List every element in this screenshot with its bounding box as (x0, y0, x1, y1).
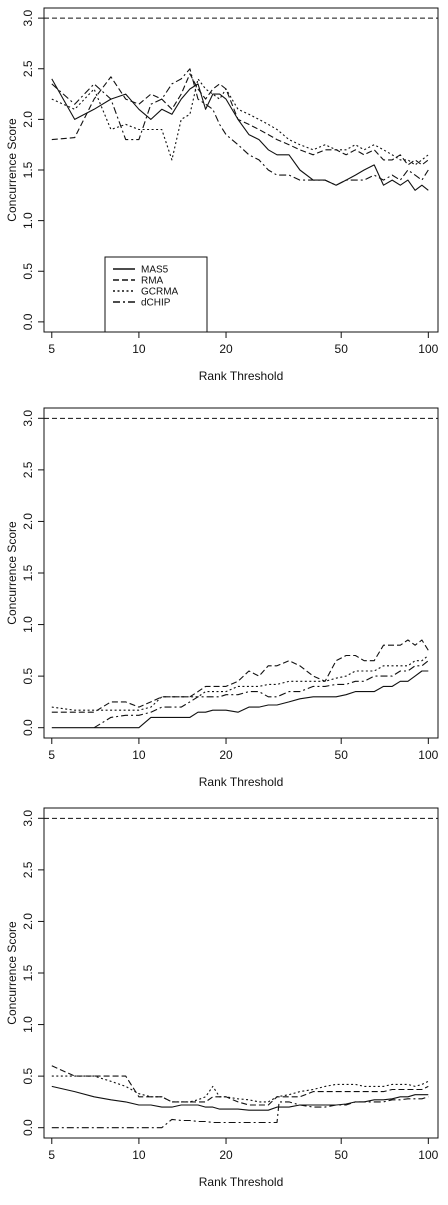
plot-frame (43, 807, 439, 1139)
y-tick-label: 2.0 (21, 513, 35, 530)
y-tick-label: 2.0 (21, 913, 35, 930)
y-tick-label: 1.0 (21, 212, 35, 229)
chart-panel-3: 0.0 0.5 1.0 1.5 2.0 2.5 3.0 5 10 20 50 100 Rank Thre… (5, 807, 439, 1189)
y-tick-label: 1.5 (21, 161, 35, 178)
series-line-dchip (51, 68, 429, 186)
x-tick-label: 100 (418, 1148, 438, 1162)
legend-label-dchip: dCHIP (141, 298, 171, 309)
y-tick-label: 1.5 (21, 564, 35, 581)
legend-label-rma: RMA (141, 276, 164, 287)
y-tick-label: 0.5 (21, 263, 35, 280)
x-tick-label: 10 (132, 748, 146, 762)
x-tick-label: 5 (48, 1148, 55, 1162)
x-tick-label: 50 (335, 1148, 349, 1162)
series-line-rma (51, 1065, 429, 1106)
y-axis-label: Concurrence Score (5, 118, 19, 222)
chart-panel-1: 0.0 0.5 1.0 1.5 2.0 2.5 3.0 5 10 20 50 100 Rank Thre… (5, 7, 439, 383)
x-axis-label: Rank Threshold (199, 1175, 284, 1189)
x-tick-label: 10 (132, 342, 146, 356)
y-tick-label: 3.0 (21, 9, 35, 26)
series-line-mas5 (51, 78, 429, 191)
x-tick-label: 5 (48, 748, 55, 762)
y-tick-label: 2.0 (21, 111, 35, 128)
series-line-dchip (93, 660, 429, 729)
series-line-rma (51, 639, 429, 713)
y-tick-label: 0.0 (21, 719, 35, 736)
legend-label-gcrma: GCRMA (141, 287, 179, 298)
y-tick-label: 3.0 (21, 810, 35, 827)
y-tick-label: 2.5 (21, 60, 35, 77)
x-tick-label: 10 (132, 1148, 146, 1162)
x-tick-label: 5 (48, 342, 55, 356)
chart-panel-2: 0.0 0.5 1.0 1.5 2.0 2.5 3.0 5 10 20 50 100 Rank Thre… (5, 407, 439, 789)
legend-label-mas5: MAS5 (141, 265, 169, 276)
series-line-rma (51, 73, 429, 166)
x-axis-label: Rank Threshold (199, 369, 284, 383)
x-tick-label: 100 (418, 342, 438, 356)
x-tick-label: 50 (335, 748, 349, 762)
x-tick-label: 50 (335, 342, 349, 356)
series-line-mas5 (51, 1085, 429, 1111)
x-tick-label: 100 (418, 748, 438, 762)
x-tick-label: 20 (219, 342, 233, 356)
x-tick-label: 20 (219, 748, 233, 762)
x-axis-label: Rank Threshold (199, 775, 284, 789)
y-axis-label: Concurrence Score (5, 521, 19, 625)
y-tick-label: 1.5 (21, 964, 35, 981)
y-tick-label: 1.0 (21, 1016, 35, 1033)
series-line-gcrma (51, 655, 429, 711)
y-tick-label: 1.0 (21, 616, 35, 633)
y-axis-label: Concurrence Score (5, 921, 19, 1025)
y-tick-label: 0.0 (21, 313, 35, 330)
series-line-mas5 (51, 670, 429, 729)
series-line-gcrma (51, 1075, 429, 1103)
series-line-dchip (51, 1096, 429, 1129)
x-tick-label: 20 (219, 1148, 233, 1162)
y-tick-label: 3.0 (21, 410, 35, 427)
y-tick-label: 0.5 (21, 1067, 35, 1084)
y-tick-label: 2.5 (21, 461, 35, 478)
y-tick-label: 0.0 (21, 1119, 35, 1136)
plot-frame (43, 7, 439, 333)
y-tick-label: 0.5 (21, 667, 35, 684)
y-tick-label: 2.5 (21, 861, 35, 878)
